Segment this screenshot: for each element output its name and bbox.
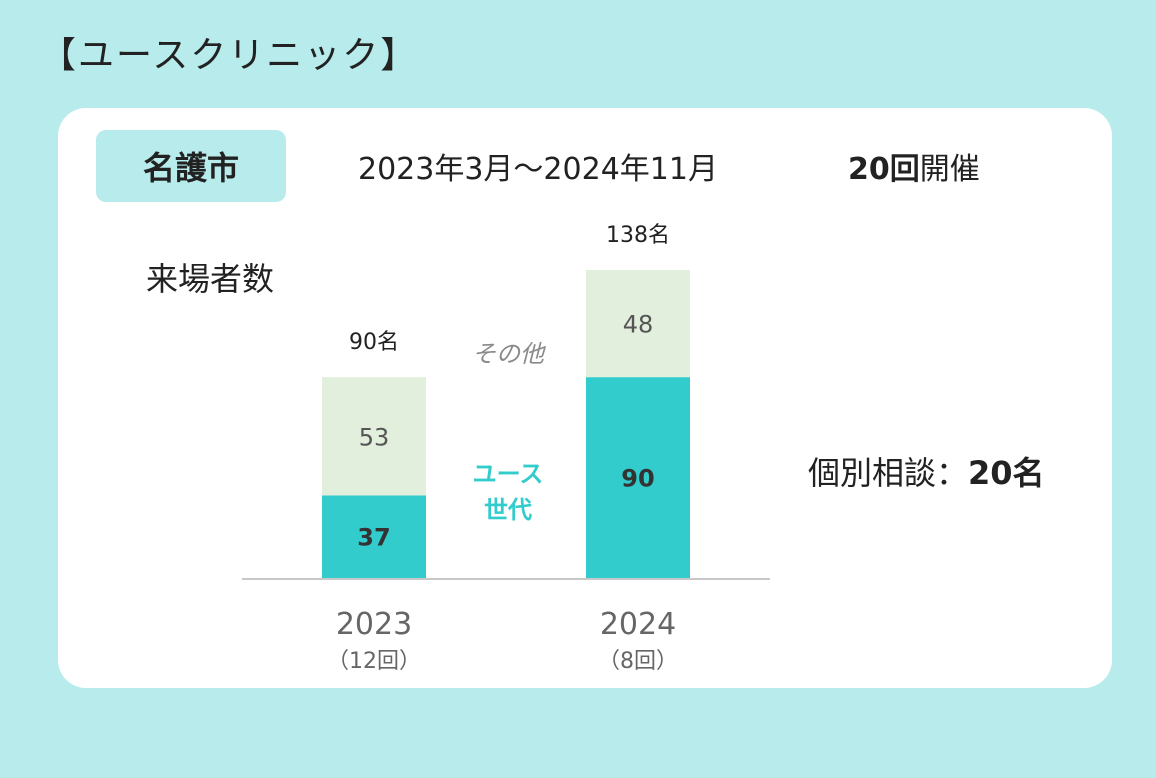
consultation-text: 個別相談：20名 <box>808 448 1045 494</box>
series-label-other: その他 <box>472 340 547 368</box>
chart-ylabel: 来場者数 <box>146 260 275 298</box>
bars-group: 37 53 90名 2023 （12回） 90 48 138名 2024 （8回） <box>322 223 690 674</box>
bar-segment-2023-other <box>322 377 426 496</box>
stacked-bar-chart: 37 53 90名 2023 （12回） 90 48 138名 2024 （8回） その他 ユース… <box>242 223 770 674</box>
value-label-2024-other: 48 <box>623 311 654 339</box>
x-tick-sublabel-2024: （8回） <box>598 649 678 674</box>
x-tick-label-2023: 2023 <box>336 607 412 642</box>
sessions-text: 20回開催 <box>848 144 980 188</box>
series-label-youth-line1: ユース <box>473 460 544 488</box>
bar-segment-2023-youth <box>322 495 426 578</box>
bar-segment-2024-other <box>586 270 690 378</box>
total-label-2023: 90名 <box>349 330 399 355</box>
series-label-youth-line2: 世代 <box>484 496 532 524</box>
total-label-2024: 138名 <box>606 223 670 248</box>
consultation-label: 個別相談： <box>808 454 969 492</box>
period-text: 2023年3月～2024年11月 <box>358 152 718 187</box>
x-tick-sublabel-2023: （12回） <box>327 649 421 674</box>
consultation-value: 20名 <box>968 454 1045 492</box>
page-title: 【ユースクリニック】 <box>40 35 419 76</box>
sessions-count: 20回 <box>848 152 920 187</box>
city-badge: 名護市 <box>96 130 286 202</box>
value-label-2023-other: 53 <box>359 423 390 451</box>
value-label-2024-youth: 90 <box>621 465 654 493</box>
sessions-suffix: 開催 <box>919 152 980 187</box>
x-tick-label-2024: 2024 <box>600 607 676 642</box>
value-label-2023-youth: 37 <box>357 524 390 552</box>
summary-card: 名護市 2023年3月～2024年11月 20回開催 来場者数 個別相談：20名… <box>58 108 1112 688</box>
bar-segment-2024-youth <box>586 377 690 578</box>
